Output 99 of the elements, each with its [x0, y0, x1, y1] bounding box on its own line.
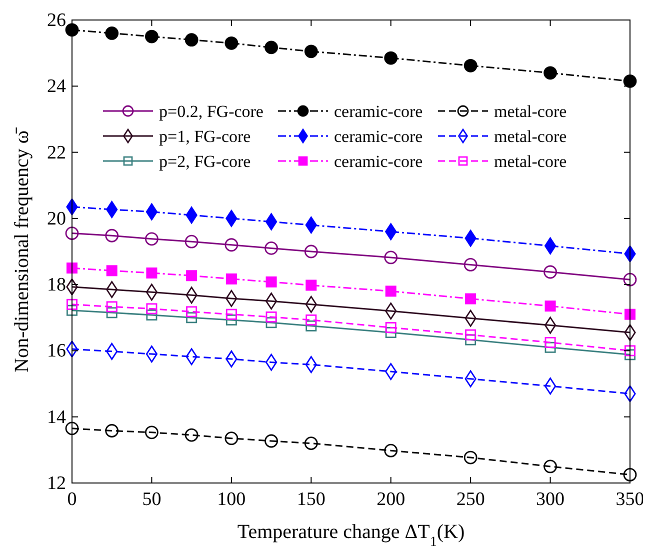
- point: [186, 312, 198, 324]
- x-tick-label: 250: [456, 489, 485, 510]
- point: [264, 241, 278, 255]
- point: [304, 44, 318, 58]
- y-tick-label: 22: [47, 142, 66, 164]
- point: [464, 258, 478, 272]
- legend-label: ceramic-core: [334, 152, 423, 171]
- point: [623, 272, 637, 286]
- point: [146, 346, 158, 363]
- y-tick-label: 26: [47, 10, 66, 31]
- point: [623, 74, 637, 88]
- point: [464, 58, 478, 72]
- legend-label: metal-core: [494, 127, 567, 146]
- point: [186, 270, 198, 282]
- legend-label: ceramic-core: [334, 102, 423, 121]
- point: [186, 306, 198, 318]
- point: [385, 286, 396, 297]
- point: [304, 244, 318, 258]
- point: [465, 293, 476, 304]
- point: [624, 345, 636, 356]
- point: [145, 232, 158, 246]
- x-tick-label: 200: [376, 489, 406, 510]
- point: [544, 265, 557, 279]
- legend-label: ceramic-core: [334, 127, 423, 146]
- point: [304, 436, 318, 450]
- point: [624, 308, 636, 320]
- legend-label: p=2, FG-core: [159, 152, 251, 171]
- legend-label: p=1, FG-core: [159, 127, 251, 146]
- point: [106, 301, 118, 312]
- point: [146, 203, 158, 220]
- y-tick-label: 18: [47, 274, 66, 296]
- x-tick-label: 150: [296, 489, 326, 510]
- point: [384, 250, 398, 264]
- x-tick-label: 0: [67, 489, 77, 510]
- x-tick-label: 50: [142, 489, 162, 510]
- y-axis-title: Non-dimensional frequency ω̄: [11, 126, 33, 372]
- point: [66, 304, 78, 316]
- point: [224, 238, 238, 252]
- point: [105, 26, 119, 40]
- y-tick-label: 24: [47, 76, 66, 98]
- point: [265, 354, 278, 371]
- y-tick-label: 16: [47, 340, 66, 362]
- point: [544, 237, 556, 254]
- point: [184, 234, 198, 248]
- point: [224, 432, 238, 446]
- point: [265, 292, 278, 310]
- point: [544, 316, 556, 334]
- point: [106, 265, 118, 276]
- point: [65, 422, 79, 436]
- point: [266, 311, 277, 322]
- point: [465, 329, 476, 340]
- y-tick-label: 20: [47, 208, 66, 230]
- point: [384, 444, 398, 458]
- point: [146, 303, 158, 314]
- legend-label: metal-core: [494, 152, 567, 171]
- point: [145, 30, 158, 44]
- point: [224, 36, 238, 50]
- point: [65, 226, 79, 240]
- point: [145, 426, 158, 440]
- x-tick-label: 300: [536, 489, 565, 510]
- point: [226, 273, 237, 284]
- point: [385, 322, 396, 334]
- point: [65, 23, 79, 37]
- point: [266, 276, 277, 288]
- point: [544, 336, 556, 348]
- y-tick-label: 14: [47, 406, 66, 428]
- x-tick-label: 100: [217, 489, 246, 510]
- point: [306, 280, 317, 291]
- point: [544, 342, 556, 353]
- point: [544, 460, 557, 474]
- legend-label: p=0.2, FG-core: [159, 102, 264, 121]
- x-axis-title: Temperature change ΔT$_{1}$(K): [237, 521, 465, 550]
- legend-label: metal-core: [494, 102, 567, 121]
- point: [264, 434, 278, 448]
- point: [226, 314, 237, 326]
- point: [265, 213, 278, 230]
- point: [106, 201, 118, 218]
- point: [66, 298, 78, 310]
- point: [146, 284, 158, 301]
- point: [264, 40, 278, 54]
- point: [544, 300, 556, 312]
- point: [105, 228, 119, 242]
- point: [66, 262, 78, 274]
- point: [384, 51, 398, 65]
- point: [544, 378, 556, 395]
- point: [464, 450, 478, 464]
- point: [544, 66, 557, 80]
- point: [105, 424, 119, 438]
- point: [306, 314, 317, 326]
- point: [266, 317, 277, 328]
- point: [184, 33, 198, 47]
- point: [146, 267, 158, 278]
- point: [146, 309, 158, 320]
- point: [226, 308, 237, 320]
- point: [306, 320, 317, 332]
- point: [106, 307, 118, 318]
- point: [184, 428, 198, 442]
- y-tick-label: 12: [47, 473, 66, 494]
- point: [623, 468, 637, 482]
